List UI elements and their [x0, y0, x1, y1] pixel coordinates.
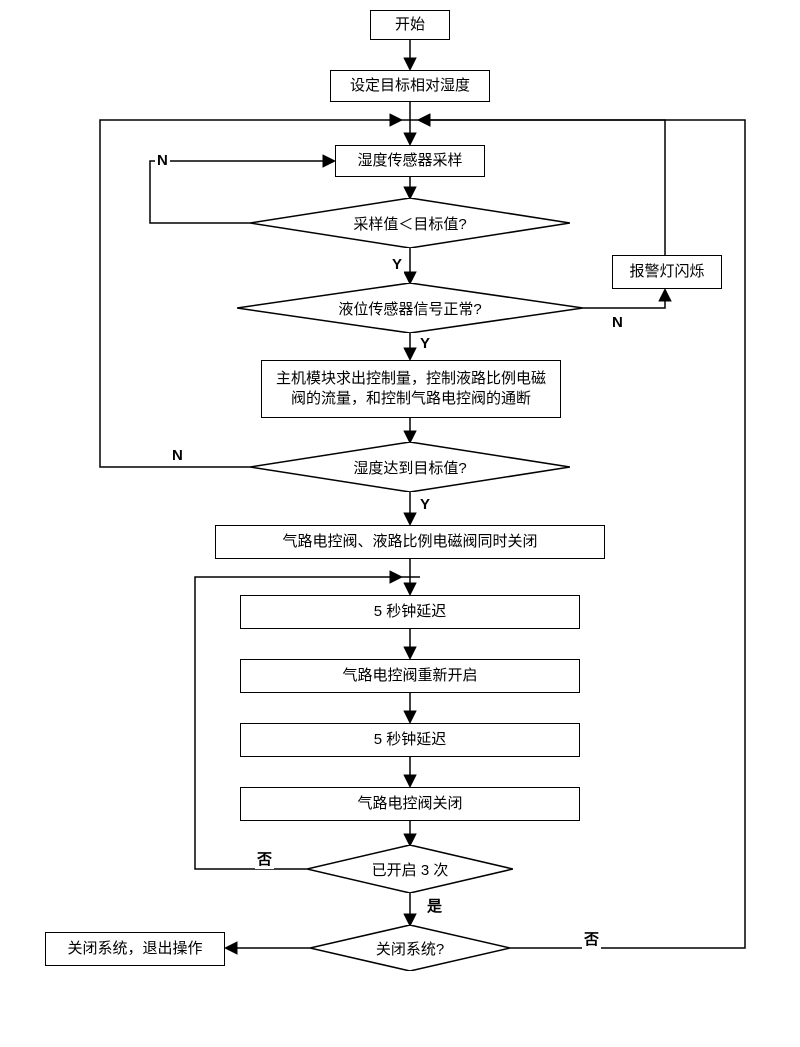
node-label: 5 秒钟延迟 [374, 602, 447, 622]
edge-label-level-y: Y [418, 335, 432, 352]
node-label: 5 秒钟延迟 [374, 730, 447, 750]
node-label: 关闭系统，退出操作 [67, 939, 202, 959]
node-sample: 湿度传感器采样 [335, 145, 485, 177]
edge-label-compare-n: N [155, 152, 170, 169]
node-control: 主机模块求出控制量，控制液路比例电磁 阀的流量，和控制气路电控阀的通断 [261, 360, 561, 418]
node-label: 采样值＜目标值? [353, 213, 466, 234]
node-label: 已开启 3 次 [372, 859, 449, 880]
edge-label-three-no: 否 [255, 848, 274, 869]
node-delay1: 5 秒钟延迟 [240, 595, 580, 629]
node-label: 液位传感器信号正常? [338, 298, 481, 319]
node-three-times: 已开启 3 次 [307, 845, 513, 893]
edge-label-level-n: N [610, 314, 625, 331]
node-level-sensor: 液位传感器信号正常? [237, 283, 583, 333]
edge-label-close-no: 否 [582, 928, 601, 949]
node-reach-target: 湿度达到目标值? [250, 442, 570, 492]
node-label: 主机模块求出控制量，控制液路比例电磁 阀的流量，和控制气路电控阀的通断 [276, 369, 546, 410]
node-label: 关闭系统? [376, 938, 444, 959]
edge-label-reach-n: N [170, 447, 185, 464]
edge-label-reach-y: Y [418, 496, 432, 513]
node-close-both: 气路电控阀、液路比例电磁阀同时关闭 [215, 525, 605, 559]
node-delay2: 5 秒钟延迟 [240, 723, 580, 757]
node-label: 报警灯闪烁 [629, 262, 704, 282]
node-close-sys: 关闭系统? [310, 925, 510, 971]
node-alarm: 报警灯闪烁 [612, 255, 722, 289]
node-label: 开始 [395, 15, 425, 35]
node-label: 设定目标相对湿度 [350, 76, 470, 96]
node-label: 气路电控阀、液路比例电磁阀同时关闭 [282, 532, 537, 552]
node-label: 气路电控阀关闭 [357, 794, 462, 814]
edge-label-compare-y: Y [390, 256, 404, 273]
node-label: 湿度达到目标值? [353, 457, 466, 478]
node-label: 气路电控阀重新开启 [342, 666, 477, 686]
node-exit: 关闭系统，退出操作 [45, 932, 225, 966]
node-close-air: 气路电控阀关闭 [240, 787, 580, 821]
node-set-target: 设定目标相对湿度 [330, 70, 490, 102]
node-reopen: 气路电控阀重新开启 [240, 659, 580, 693]
node-compare: 采样值＜目标值? [250, 198, 570, 248]
edge-label-three-yes: 是 [425, 895, 444, 916]
node-label: 湿度传感器采样 [357, 151, 462, 171]
node-start: 开始 [370, 10, 450, 40]
